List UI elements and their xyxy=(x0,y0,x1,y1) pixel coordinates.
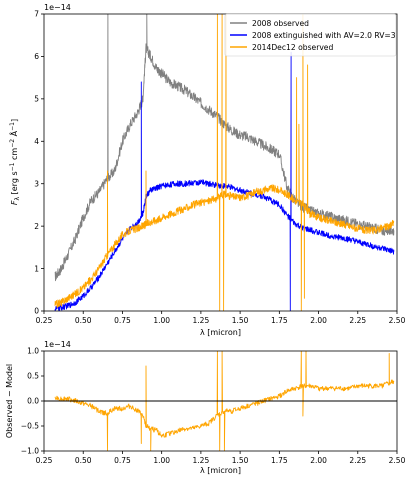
flux-y-tick-label: 1 xyxy=(34,264,39,273)
residual-x-tick-label: 1.00 xyxy=(153,456,170,465)
flux-legend: 2008 observed 2008 extinguished with AV=2… xyxy=(224,13,397,57)
residual-y-tick-label: −1.0 xyxy=(21,447,39,456)
residual-y-axis-label: Observed − Model xyxy=(5,364,14,438)
flux-y-tick-label: 0 xyxy=(34,307,39,316)
flux-x-tick-label: 1.25 xyxy=(193,316,210,325)
flux-axes-frame xyxy=(43,13,398,312)
residual-x-tick-label: 2.25 xyxy=(349,456,366,465)
residual-panel: 0.25 0.50 0.75 1.00 1.25 1.50 1.75 2.00 2.25 2.50… xyxy=(5,340,406,475)
legend-entry-label: 2008 observed xyxy=(252,19,309,28)
residual-x-tick-label: 1.50 xyxy=(232,456,249,465)
flux-y-tick-label: 7 xyxy=(34,10,39,19)
residual-y-tick-label: 1.0 xyxy=(27,347,39,356)
flux-y-axis-label-part: cm xyxy=(10,148,19,163)
flux-y-ticks: 0 1 2 3 4 5 6 7 xyxy=(34,10,44,316)
residual-x-axis-label: λ [micron] xyxy=(200,466,241,475)
residual-x-tick-label: 2.00 xyxy=(310,456,327,465)
flux-x-tick-label: 1.75 xyxy=(271,316,288,325)
flux-series-line-2008-extinguished-with-av-2-0-rv-3 xyxy=(54,51,395,311)
legend-entry-label: 2014Dec12 observed xyxy=(252,43,333,52)
residual-offset-label: 1e−14 xyxy=(44,340,71,349)
residual-x-tick-label: 0.75 xyxy=(114,456,131,465)
flux-y-axis-label-part: ] xyxy=(10,119,19,122)
flux-y-tick-label: 6 xyxy=(34,52,39,61)
residual-y-tick-label: −0.5 xyxy=(21,422,39,431)
flux-y-axis-label-part: λ xyxy=(14,196,21,200)
flux-y-axis-label: Fλ [erg s−1 cm−2 Å−1] xyxy=(8,119,21,205)
flux-x-axis-label: λ [micron] xyxy=(200,328,241,337)
flux-x-tick-label: 0.50 xyxy=(75,316,92,325)
flux-x-tick-label: 0.75 xyxy=(114,316,131,325)
residual-x-ticks: 0.25 0.50 0.75 1.00 1.25 1.50 1.75 2.00 2.25 2.50 xyxy=(36,451,406,465)
flux-spectrum-panel: 0.25 0.50 0.75 1.00 1.25 1.50 1.75 2.00 2.25 2.50… xyxy=(8,3,406,337)
flux-x-tick-label: 2.00 xyxy=(310,316,327,325)
flux-y-axis-label-part: [erg s xyxy=(10,171,19,197)
residual-x-tick-label: 1.25 xyxy=(193,456,210,465)
flux-y-axis-label-part: −1 xyxy=(9,162,16,171)
flux-x-tick-label: 2.25 xyxy=(349,316,366,325)
flux-series-group xyxy=(54,14,395,311)
flux-y-tick-label: 4 xyxy=(34,137,39,146)
flux-y-axis-label-part: −1 xyxy=(9,122,16,131)
flux-series-line-2008-observed xyxy=(54,14,395,282)
residual-series-line-residual xyxy=(54,351,395,451)
residual-y-tick-label: 0.5 xyxy=(27,372,39,381)
residual-x-tick-label: 0.50 xyxy=(75,456,92,465)
flux-x-tick-label: 2.50 xyxy=(389,316,406,325)
flux-y-tick-label: 3 xyxy=(34,179,39,188)
flux-y-tick-label: 2 xyxy=(34,222,39,231)
flux-offset-label: 1e−14 xyxy=(44,3,71,12)
flux-y-axis-label-part: F xyxy=(10,200,19,205)
flux-x-tick-label: 1.00 xyxy=(153,316,170,325)
flux-x-tick-label: 0.25 xyxy=(36,316,53,325)
residual-series-group xyxy=(54,351,395,451)
legend-box xyxy=(224,13,397,57)
residual-y-ticks: −1.0 −0.5 0.0 0.5 1.0 xyxy=(21,347,44,456)
residual-x-tick-label: 1.75 xyxy=(271,456,288,465)
flux-y-axis-label-part: Å xyxy=(8,130,19,139)
flux-series-line-2014dec12-observed xyxy=(54,14,395,311)
residual-x-tick-label: 2.50 xyxy=(389,456,406,465)
flux-y-axis-label-part: −2 xyxy=(9,139,16,148)
legend-entry-label: 2008 extinguished with AV=2.0 RV=3 xyxy=(252,31,396,40)
flux-y-tick-label: 5 xyxy=(34,95,39,104)
residual-x-tick-label: 0.25 xyxy=(36,456,53,465)
residual-y-tick-label: 0.0 xyxy=(27,397,39,406)
flux-x-ticks: 0.25 0.50 0.75 1.00 1.25 1.50 1.75 2.00 2.25 2.50 xyxy=(36,311,406,325)
flux-x-tick-label: 1.50 xyxy=(232,316,249,325)
